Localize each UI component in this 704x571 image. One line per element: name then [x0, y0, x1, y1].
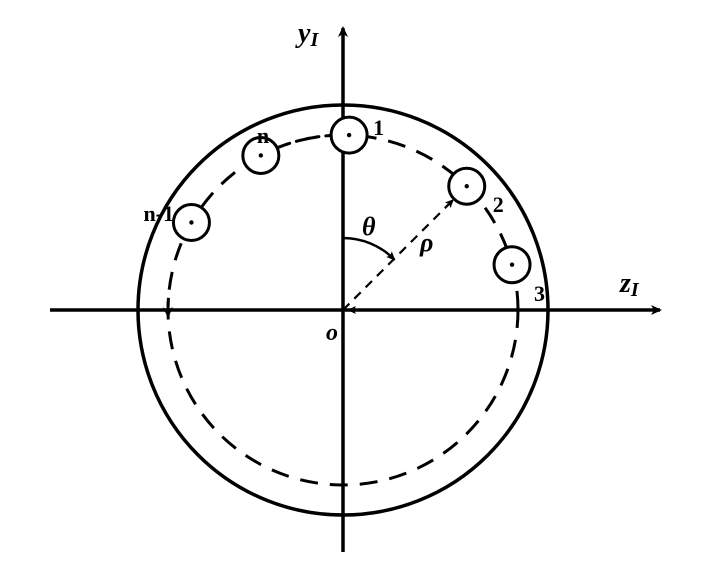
node-1-center-dot: [347, 133, 351, 137]
node-3-center-dot: [510, 263, 514, 267]
node-1-label: 1: [373, 115, 384, 141]
node-n-1-center-dot: [189, 220, 193, 224]
origin-label: o: [326, 320, 338, 347]
node-3-label: 3: [534, 281, 545, 307]
node-n-1-label: n-1: [143, 201, 174, 227]
y-axis-label: yI: [298, 18, 318, 52]
rho-label: ρ: [420, 228, 433, 258]
node-2-label: 2: [493, 192, 504, 218]
theta-label: θ: [362, 212, 376, 242]
node-2-center-dot: [465, 184, 469, 188]
node-n-center-dot: [259, 153, 263, 157]
node-n-label: n: [257, 123, 269, 149]
z-axis-label: zI: [620, 268, 639, 302]
coordinate-diagram: [0, 0, 704, 571]
